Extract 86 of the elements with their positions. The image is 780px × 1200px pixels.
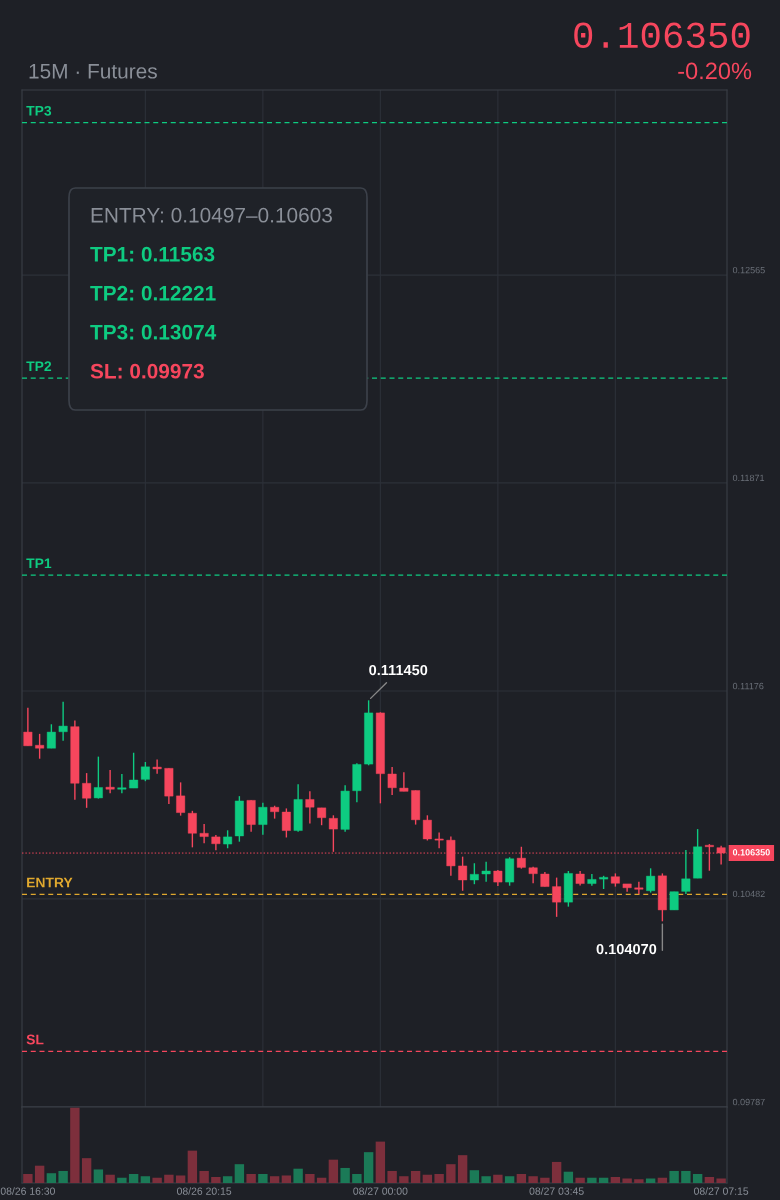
bar — [457, 1155, 468, 1183]
bar — [258, 1173, 268, 1183]
bar — [669, 1170, 679, 1183]
y-tick-label: 0.09787 — [732, 1098, 765, 1106]
bar — [328, 1159, 339, 1183]
bar — [634, 1179, 644, 1183]
bar — [551, 1161, 562, 1183]
bar — [164, 1174, 174, 1183]
x-tick-label: 08/26 20:15 — [177, 1187, 232, 1195]
bar — [399, 1176, 409, 1183]
bar — [504, 1176, 515, 1183]
bar — [387, 1170, 397, 1183]
bar — [469, 1170, 480, 1183]
bar — [575, 1177, 585, 1183]
ref-line-label: TP3 — [26, 105, 52, 116]
bar — [657, 1177, 668, 1183]
bar — [293, 1168, 303, 1183]
bar — [187, 1150, 198, 1183]
bar — [598, 1177, 609, 1183]
bar — [410, 1170, 421, 1183]
bar — [587, 1177, 597, 1183]
x-tick-label: 08/26 16:30 — [0, 1187, 55, 1195]
x-tick-label: 08/27 07:15 — [694, 1187, 749, 1195]
y-tick-label: 0.11176 — [732, 682, 764, 690]
bar — [211, 1176, 221, 1183]
bar — [716, 1178, 726, 1183]
bar — [375, 1141, 386, 1183]
bar — [434, 1173, 444, 1183]
bar — [340, 1167, 350, 1183]
bar — [175, 1175, 186, 1183]
bar — [117, 1177, 127, 1183]
bar — [692, 1173, 703, 1183]
bar — [563, 1171, 574, 1183]
bar — [540, 1177, 550, 1183]
bar — [246, 1173, 256, 1183]
ref-line-label: TP2 — [26, 361, 52, 372]
y-tick-label: 0.11871 — [732, 474, 765, 482]
bar — [140, 1176, 151, 1183]
bar — [516, 1173, 527, 1183]
bar — [46, 1173, 57, 1183]
ref-line-label: 0.106350 — [732, 849, 770, 856]
bar — [199, 1170, 209, 1183]
annotation: TP2: 0.12221 — [90, 285, 216, 301]
annotation: TP3: 0.13074 — [90, 324, 217, 340]
bar — [305, 1173, 315, 1183]
bar — [645, 1178, 656, 1183]
bar — [281, 1175, 292, 1183]
annotation: SL: 0.09973 — [90, 363, 204, 379]
bar — [58, 1170, 68, 1183]
bar — [128, 1173, 139, 1183]
bar — [70, 1107, 80, 1183]
bar — [493, 1174, 503, 1183]
bar — [681, 1170, 691, 1183]
bar — [269, 1176, 280, 1183]
bar — [152, 1177, 162, 1183]
ref-line-label: ENTRY — [27, 877, 73, 888]
bar — [528, 1176, 538, 1183]
x-tick-label: 08/27 00:00 — [353, 1187, 408, 1195]
bar — [352, 1173, 362, 1183]
annotation: TP1: 0.11563 — [90, 246, 215, 262]
ref-line-label: TP1 — [26, 558, 52, 569]
annotation: 0.111450 — [369, 664, 428, 676]
annotation: ENTRY: 0.10497–0.10603 — [91, 207, 332, 223]
bar — [222, 1176, 233, 1183]
bar — [481, 1176, 491, 1183]
y-tick-label: 0.12565 — [732, 266, 765, 274]
bar — [234, 1164, 245, 1183]
text: 0.106350 — [574, 22, 750, 49]
x-tick-label: 08/27 03:45 — [529, 1187, 584, 1195]
bar — [23, 1173, 33, 1183]
chart-subtitle: 15M · Futures — [29, 64, 157, 79]
bar — [446, 1164, 456, 1183]
bar — [34, 1165, 45, 1183]
bar — [422, 1174, 433, 1183]
bar — [363, 1152, 374, 1183]
bar — [704, 1176, 715, 1183]
y-tick-label: 0.10482 — [732, 890, 765, 898]
bar — [105, 1174, 115, 1183]
bar — [93, 1169, 104, 1183]
bar — [622, 1178, 632, 1183]
annotation: 0.104070 — [596, 943, 657, 955]
bar — [610, 1176, 621, 1183]
ref-line-label: SL — [26, 1034, 44, 1045]
bar — [316, 1177, 327, 1183]
bar — [81, 1158, 92, 1183]
text: -0.20% — [678, 62, 752, 80]
